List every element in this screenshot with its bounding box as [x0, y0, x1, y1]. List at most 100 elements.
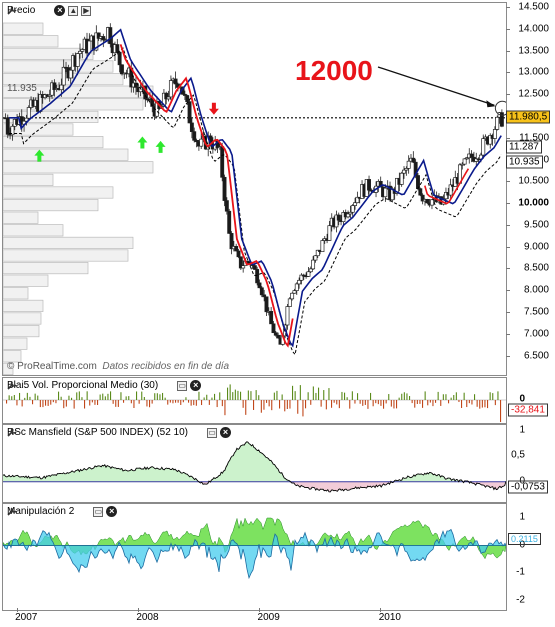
vol-bar — [237, 390, 239, 400]
rsc-chart — [3, 441, 506, 493]
vol-bar — [6, 400, 8, 404]
vol-bar — [167, 400, 169, 405]
candle-body — [257, 282, 262, 289]
vol-bar — [214, 393, 216, 400]
volume-profile-bar — [3, 236, 134, 249]
vol-bar — [305, 400, 307, 409]
vol-bar — [419, 400, 421, 404]
vol-bar — [396, 400, 398, 409]
candle-body — [404, 168, 409, 171]
vol-bar — [190, 400, 192, 406]
manip-cyan-area — [3, 528, 506, 580]
wrench-icon[interactable] — [7, 427, 204, 438]
window-icon[interactable]: ▭ — [207, 427, 218, 438]
up-arrow-icon — [34, 149, 45, 162]
x-tick-label: 2007 — [15, 612, 38, 623]
vol-bar — [26, 392, 28, 400]
vol-bar — [476, 400, 478, 407]
candle-body — [173, 78, 178, 85]
close-icon[interactable]: × — [106, 506, 118, 517]
vol-bar — [91, 400, 93, 403]
volume-profile-bar — [3, 362, 14, 375]
vol-bar — [99, 394, 101, 400]
window-icon[interactable]: ▭ — [177, 380, 188, 391]
candle-body — [5, 117, 10, 135]
rsc-badge: -0,0753 — [508, 480, 548, 494]
volume-profile-bar — [3, 350, 22, 363]
vol-bar — [180, 400, 182, 405]
vol-bar — [416, 400, 418, 404]
vol-bar — [253, 400, 255, 410]
candle-body — [481, 138, 486, 156]
candle-body — [495, 116, 500, 130]
volume-profile-bar — [3, 22, 44, 35]
vol-bar — [193, 400, 195, 406]
volume-profile-bar — [3, 325, 40, 338]
candle-body — [168, 80, 173, 98]
vol-bar — [393, 400, 395, 409]
vol-bar — [489, 392, 491, 400]
vol-bar — [463, 392, 465, 400]
volume-profile-bar — [3, 85, 154, 98]
candle-body — [236, 250, 241, 258]
volume-profile-bar — [3, 299, 44, 312]
y-tick — [506, 72, 510, 74]
y-tick — [506, 312, 510, 314]
vol-bar — [364, 400, 366, 405]
manip-panel: Manipulación 2 ▭ × — [2, 503, 507, 611]
y-tick-label: 8.500 — [523, 262, 549, 274]
vol-bar — [458, 400, 460, 403]
lower-band-line — [9, 47, 502, 356]
candle-body — [78, 50, 82, 54]
vol-bar — [247, 390, 249, 400]
wrench-icon[interactable] — [7, 5, 51, 16]
candle-body — [189, 122, 194, 132]
vol-bar — [221, 400, 223, 407]
vol-toolbar: Blai5 Vol. Proporcional Medio (30) ▭ × — [6, 380, 202, 391]
rsc-line — [3, 441, 506, 493]
annotation-arrow-line — [377, 66, 495, 106]
vol-bar — [151, 400, 153, 404]
close-icon[interactable]: × — [220, 427, 232, 438]
vol-bar — [154, 393, 156, 400]
vol-bar — [39, 400, 41, 408]
rsc-negative-area — [3, 481, 506, 492]
vol-bar — [445, 394, 447, 400]
vol-bar — [383, 400, 385, 409]
vol-bar — [263, 400, 265, 410]
vol-bar — [169, 400, 171, 403]
vol-bar — [492, 393, 494, 400]
vol-bar — [24, 397, 26, 400]
candle-body — [478, 154, 483, 160]
vol-bar — [435, 400, 437, 403]
candle-body — [238, 256, 243, 269]
vol-bar — [406, 393, 408, 400]
volume-profile-bar — [3, 173, 54, 186]
vol-bar — [429, 400, 431, 403]
vol-bar — [442, 394, 444, 400]
window-icon[interactable]: ▭ — [93, 506, 104, 517]
vol-bar — [333, 400, 335, 403]
wrench-icon[interactable] — [7, 506, 90, 517]
candle-body — [299, 274, 304, 281]
vol-bar — [143, 397, 145, 400]
vol-bar — [377, 400, 379, 405]
candle-body — [259, 287, 264, 296]
vol-bar — [318, 387, 320, 400]
candle-body — [224, 200, 229, 212]
move-up-icon[interactable]: ▲ — [68, 5, 79, 16]
y-tick-label: 13.500 — [518, 45, 549, 57]
volume-profile-bar — [3, 312, 42, 325]
vol-bar — [266, 400, 268, 403]
close-icon[interactable]: × — [54, 5, 66, 16]
y-tick — [506, 246, 510, 248]
candle-body — [187, 101, 192, 124]
close-icon[interactable]: × — [190, 380, 202, 391]
wrench-icon[interactable] — [7, 380, 174, 391]
volume-profile-bar — [3, 249, 129, 262]
move-right-icon[interactable]: ▶ — [81, 5, 92, 16]
vol-bar — [349, 400, 351, 409]
price-title: Precio — [6, 5, 37, 16]
vol-bar — [268, 400, 270, 407]
vol-bar — [250, 391, 252, 400]
